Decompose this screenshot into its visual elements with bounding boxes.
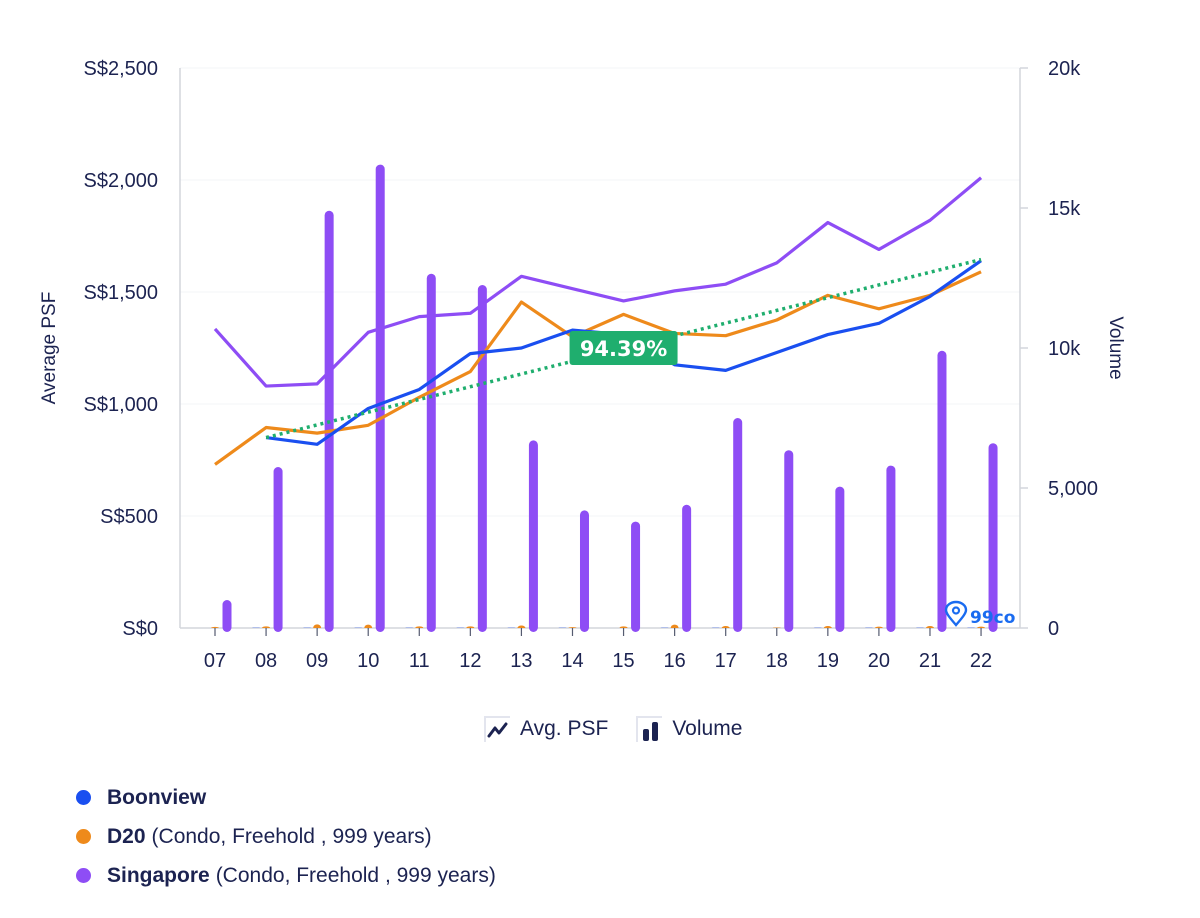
volume-bars [211, 164, 998, 633]
legend-dot-icon [76, 790, 91, 805]
line-chart-icon [484, 716, 510, 742]
x-tick-label: 20 [868, 650, 890, 672]
location-pin-icon [944, 600, 968, 627]
x-tick-label: 18 [766, 650, 788, 672]
x-axis-ticks: 07 08 09 10 11 12 13 14 15 16 17 18 19 20 21 22 [204, 628, 992, 672]
x-tick-label: 09 [306, 650, 328, 672]
type-legend-volume[interactable]: Volume [636, 716, 742, 742]
volume-bar [415, 626, 424, 628]
left-tick-label: S$1,500 [83, 282, 158, 304]
right-tick-label: 0 [1048, 618, 1059, 640]
right-axis-title: Volume [1105, 316, 1126, 379]
x-tick-label: 11 [409, 650, 430, 672]
location-pin-dot [951, 606, 961, 615]
volume-bar [631, 521, 641, 632]
x-tick-label: 21 [919, 650, 941, 672]
right-axis-ticks: 0 5,000 10k 15k 20k [1020, 58, 1098, 640]
left-tick-label: S$2,500 [83, 58, 158, 80]
growth-badge-bg [569, 331, 678, 365]
legend-item-singapore[interactable]: Singapore (Condo, Freehold , 999 years) [76, 856, 496, 895]
volume-bar [682, 504, 692, 632]
right-tick-label: 20k [1048, 58, 1081, 80]
volume-bar [364, 624, 373, 628]
x-tick-label: 08 [255, 650, 277, 672]
watermark-logo: 99co [944, 600, 1015, 628]
growth-badge-text: 94.39% [580, 337, 667, 361]
x-tick-label: 14 [561, 650, 583, 672]
legend-detail: (Condo, Freehold , 999 years) [215, 863, 496, 887]
volume-bar [823, 626, 832, 628]
psf-volume-chart: S$0 S$500 S$1,000 S$1,500 S$2,000 S$2,500 0 5,… [39, 58, 1126, 672]
volume-bar [988, 443, 998, 632]
legend-name: Boonview [107, 785, 207, 809]
volume-bar [721, 626, 730, 628]
volume-bar [211, 626, 219, 628]
x-tick-label: 13 [510, 650, 532, 672]
volume-bar [886, 465, 896, 632]
volume-bar [477, 285, 487, 632]
psf-line-d20 [214, 270, 982, 466]
legend-name: Singapore [107, 863, 210, 887]
left-tick-label: S$1,000 [83, 394, 158, 416]
volume-bar [426, 273, 436, 632]
right-tick-label: 10k [1048, 338, 1081, 360]
x-tick-label: 17 [715, 650, 737, 672]
volume-bar [375, 164, 385, 632]
x-tick-label: 22 [970, 650, 992, 672]
legend-item-d20[interactable]: D20 (Condo, Freehold , 999 years) [76, 817, 496, 856]
psf-line-singapore [213, 176, 983, 388]
volume-bar [528, 440, 538, 632]
x-tick-label: 12 [459, 650, 481, 672]
volume-bar [784, 450, 794, 632]
right-tick-label: 5,000 [1048, 478, 1098, 500]
volume-bar [273, 467, 283, 632]
legend-dot-icon [76, 868, 91, 883]
x-tick-label: 19 [817, 650, 839, 672]
legend-detail: (Condo, Freehold , 999 years) [151, 824, 432, 848]
volume-bar [670, 624, 679, 628]
volume-bar [517, 625, 526, 628]
volume-bar [772, 627, 781, 628]
volume-bar [619, 626, 628, 628]
volume-bar [466, 626, 475, 628]
left-tick-label: S$500 [100, 506, 158, 528]
type-legend-volume-label: Volume [672, 717, 743, 740]
watermark-text: 99co [970, 608, 1015, 628]
left-tick-label: S$0 [122, 618, 158, 640]
left-tick-label: S$2,000 [83, 170, 158, 192]
volume-bar [835, 486, 845, 632]
volume-bar [579, 510, 589, 632]
legend-item-boonview[interactable]: Boonview [76, 778, 496, 817]
volume-bar [313, 624, 322, 628]
legend-name: D20 [107, 824, 146, 848]
volume-bar [937, 350, 947, 632]
x-tick-label: 16 [664, 650, 686, 672]
volume-bar [568, 627, 577, 628]
volume-bar [874, 626, 883, 628]
left-axis-title: Average PSF [39, 292, 60, 405]
growth-badge: 94.39% [569, 331, 678, 365]
x-tick-label: 15 [612, 650, 634, 672]
volume-bar [925, 626, 934, 628]
legend-dot-icon [76, 829, 91, 844]
bar-chart-icon [636, 716, 663, 742]
right-tick-label: 15k [1048, 198, 1081, 220]
volume-bar [262, 626, 271, 628]
x-tick-label: 07 [204, 650, 226, 672]
type-legend-avg-psf-label: Avg. PSF [520, 717, 609, 740]
series-legend: Boonview D20 (Condo, Freehold , 999 year… [76, 778, 496, 895]
left-axis-ticks: S$0 S$500 S$1,000 S$1,500 S$2,000 S$2,500 [83, 58, 158, 640]
x-tick-label: 10 [357, 650, 379, 672]
gridlines [180, 67, 1020, 517]
chart-type-legend: Avg. PSF Volume [484, 716, 742, 742]
type-legend-avg-psf[interactable]: Avg. PSF [484, 716, 608, 742]
volume-bar [222, 600, 232, 632]
volume-bar [977, 626, 986, 628]
volume-bar [733, 418, 743, 632]
